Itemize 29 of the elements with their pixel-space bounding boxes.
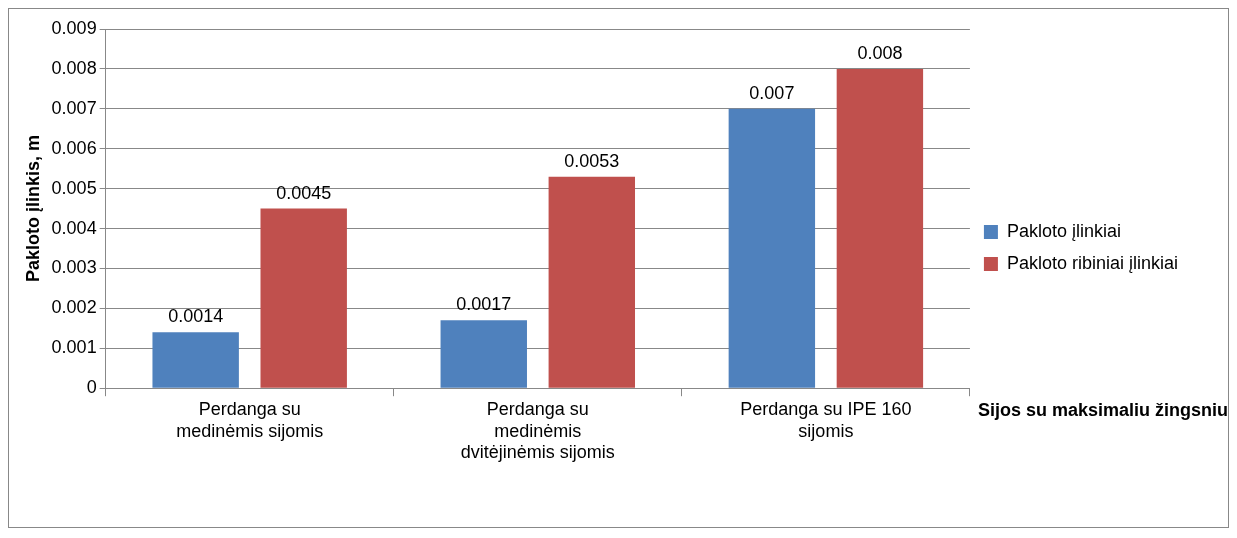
- data-label: 0.008: [857, 42, 903, 63]
- bar: [260, 208, 347, 388]
- y-tick-label: 0.002: [51, 297, 97, 318]
- legend-label: Pakloto įlinkiai: [1006, 220, 1121, 241]
- data-label: 0.0014: [168, 306, 224, 327]
- x-tick-label: Perdanga su medinėmis dvitėjinėmis sijomis: [460, 398, 615, 463]
- data-label: 0.007: [749, 82, 795, 103]
- bar: [152, 332, 239, 388]
- bar: [548, 176, 636, 388]
- legend-label: Pakloto ribiniai įlinkiai: [1006, 252, 1179, 273]
- data-label: 0.0045: [276, 182, 332, 203]
- y-tick-label: 0.004: [51, 217, 97, 238]
- y-tick-label: 0.006: [51, 137, 97, 158]
- y-tick-label: 0.008: [51, 57, 97, 78]
- y-axis-title: Pakloto įlinkis, m: [22, 135, 43, 283]
- y-tick-label: 0.005: [51, 177, 97, 198]
- x-tick-label: Perdanga su medinėmis sijomis: [176, 398, 324, 441]
- bar: [728, 108, 816, 388]
- bar: [440, 320, 527, 388]
- data-label: 0.0053: [564, 150, 620, 171]
- data-label: 0.0017: [456, 294, 512, 315]
- y-tick-label: 0.009: [51, 17, 97, 38]
- y-tick-label: 0.003: [51, 257, 97, 278]
- y-tick-label: 0.001: [51, 337, 97, 358]
- bar: [836, 68, 924, 388]
- y-tick-label: 0: [86, 377, 97, 398]
- x-tick-label: Perdanga su IPE 160 sijomis: [740, 398, 912, 441]
- x-axis-title: Sijos su maksimaliu žingsniu: [977, 400, 1228, 421]
- y-tick-label: 0.007: [51, 97, 97, 118]
